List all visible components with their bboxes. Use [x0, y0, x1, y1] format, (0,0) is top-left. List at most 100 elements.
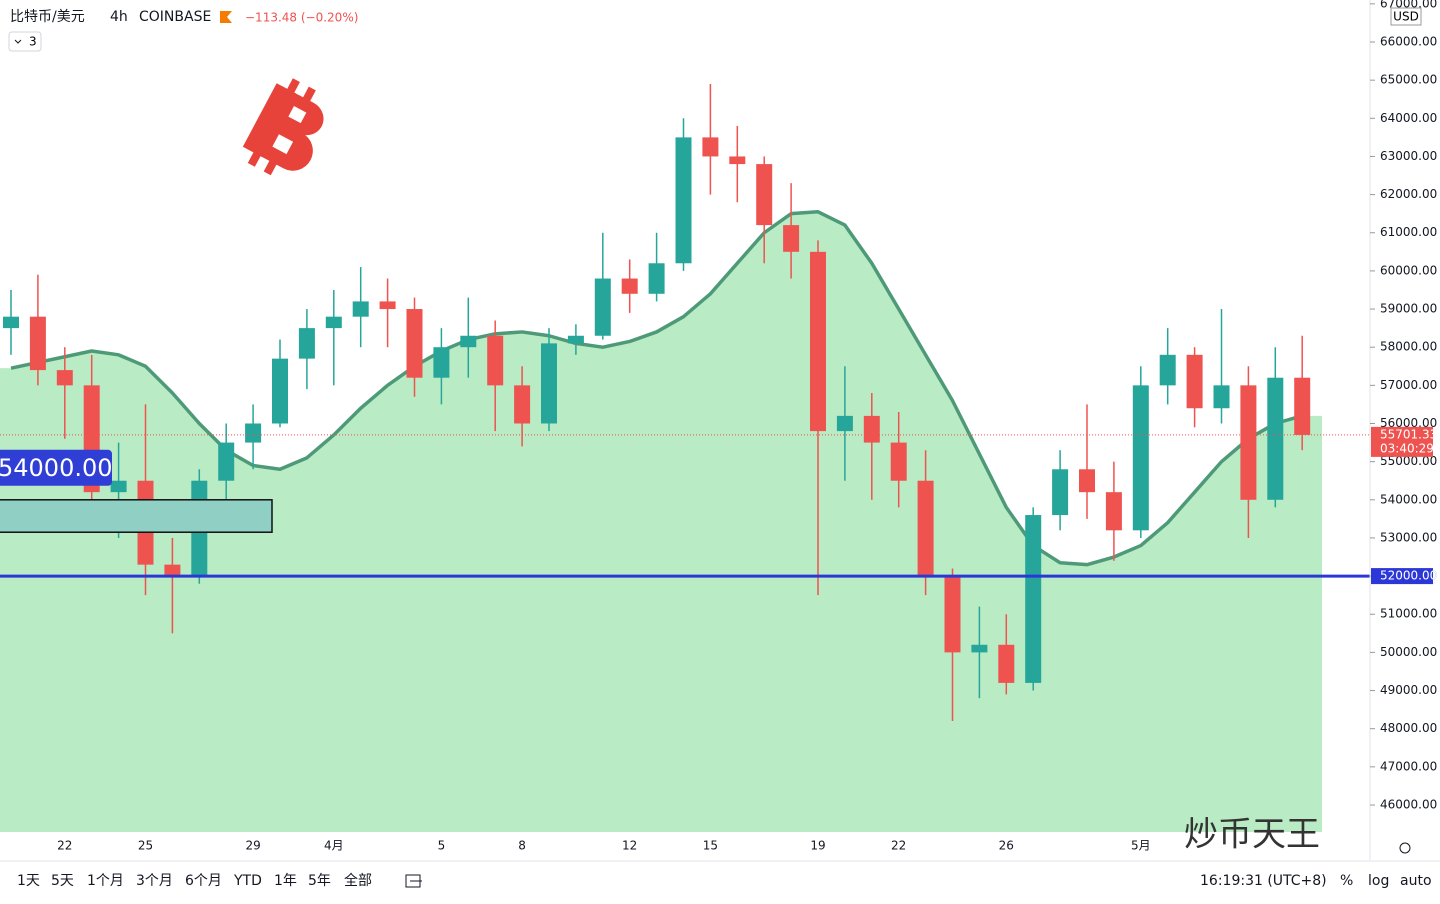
flag-icon: [220, 11, 232, 23]
exchange: COINBASE: [139, 9, 211, 25]
candle-body: [1294, 377, 1311, 435]
level-badge: [0, 449, 112, 486]
candle-body: [783, 225, 800, 252]
candle-body: [164, 564, 181, 577]
candle-body: [406, 309, 423, 378]
y-tick-label: 47000.00: [1380, 759, 1437, 773]
range-button[interactable]: 1天: [17, 873, 40, 889]
y-tick-label: 54000.00: [1380, 492, 1437, 506]
candle-body: [460, 335, 477, 348]
range-button[interactable]: 6个月: [185, 873, 222, 889]
y-tick-label: 51000.00: [1380, 607, 1437, 621]
x-tick-label: 22: [891, 839, 906, 853]
candle-body: [3, 316, 19, 329]
interval[interactable]: 4h: [110, 9, 128, 25]
candle-body: [1159, 354, 1176, 386]
x-tick-label: 5: [438, 839, 446, 853]
y-tick-label: 64000.00: [1380, 111, 1437, 125]
y-tick-label: 56000.00: [1380, 416, 1437, 430]
candle-body: [1052, 469, 1069, 516]
auto-toggle[interactable]: auto: [1400, 873, 1432, 889]
hline-badge: [1371, 568, 1433, 585]
y-tick-label: 63000.00: [1380, 149, 1437, 163]
y-tick-label: 58000.00: [1380, 340, 1437, 354]
candle-body: [272, 358, 288, 424]
y-tick-label: 49000.00: [1380, 683, 1437, 697]
hline-label: 52000.00: [1380, 569, 1437, 583]
indicator-toggle[interactable]: [8, 31, 42, 52]
candle-body: [810, 251, 826, 432]
candle-body: [1025, 515, 1042, 683]
candle-body: [944, 576, 961, 653]
candle-body: [729, 156, 746, 165]
candle-body: [1105, 492, 1122, 531]
x-tick-label: 19: [810, 839, 825, 853]
candle-body: [648, 263, 665, 294]
candle-body: [594, 278, 611, 336]
settings-icon[interactable]: [1399, 842, 1411, 854]
candle-body: [379, 301, 396, 310]
candle-body: [514, 385, 531, 424]
candle-body: [1213, 385, 1230, 409]
candle-body: [621, 278, 638, 294]
candle-body: [245, 423, 262, 443]
indicator-count: 3: [29, 35, 37, 49]
y-tick-label: 60000.00: [1380, 263, 1437, 277]
plot-area: 54000.00: [0, 83, 1370, 832]
x-tick-label: 8: [518, 839, 526, 853]
price-change: −113.48 (−0.20%): [245, 11, 358, 25]
y-tick-label: 55000.00: [1380, 454, 1437, 468]
candle-body: [541, 343, 557, 424]
x-tick-label: 15: [703, 839, 718, 853]
last-price-label: 55701.33: [1380, 427, 1437, 441]
y-tick-label: 50000.00: [1380, 645, 1437, 659]
range-button[interactable]: YTD: [233, 873, 262, 889]
candle-body: [890, 442, 907, 481]
x-tick-label: 5月: [1131, 839, 1151, 853]
candle-body: [971, 644, 988, 653]
y-tick-label: 67000.00: [1380, 0, 1437, 10]
candle-body: [352, 301, 369, 317]
candle-body: [218, 442, 235, 481]
y-tick-label: 59000.00: [1380, 302, 1437, 316]
log-toggle[interactable]: log: [1368, 873, 1389, 889]
candle-body: [1132, 385, 1149, 531]
x-tick-label: 29: [245, 839, 260, 853]
candle-body: [433, 347, 450, 378]
candle-body: [998, 644, 1015, 683]
y-tick-label: 62000.00: [1380, 187, 1437, 201]
countdown: 03:40:29: [1380, 441, 1434, 455]
candle-body: [567, 335, 584, 344]
clock: 16:19:31 (UTC+8): [1200, 873, 1327, 889]
x-tick-label: 4月: [324, 839, 344, 853]
candle-body: [917, 480, 934, 577]
x-tick-label: 22: [57, 839, 72, 853]
x-tick-label: 26: [999, 839, 1014, 853]
y-tick-label: 66000.00: [1380, 35, 1437, 49]
candle-body: [1267, 377, 1284, 500]
candle-body: [56, 370, 73, 386]
candle-body: [1079, 469, 1095, 493]
currency: USD: [1393, 10, 1419, 24]
y-tick-label: 53000.00: [1380, 530, 1437, 544]
compare-icon[interactable]: [405, 874, 422, 888]
chevron: [14, 39, 22, 44]
range-button[interactable]: 全部: [344, 872, 372, 889]
range-button[interactable]: 5年: [308, 873, 331, 889]
watermark: 炒币天王: [1184, 815, 1320, 855]
y-tick-label: 46000.00: [1380, 797, 1437, 811]
y-tick-label: 48000.00: [1380, 721, 1437, 735]
range-button[interactable]: 5天: [51, 873, 74, 889]
range-button[interactable]: 1年: [274, 873, 297, 889]
level-label: 54000.00: [0, 454, 113, 482]
percent-toggle[interactable]: %: [1340, 873, 1353, 889]
range-button[interactable]: 3个月: [136, 873, 173, 889]
candle-body: [836, 415, 853, 432]
candle-body: [756, 164, 773, 226]
candle-body: [1240, 385, 1257, 500]
candle-body: [29, 316, 46, 371]
candle-body: [863, 415, 880, 443]
range-button[interactable]: 1个月: [87, 873, 124, 889]
symbol[interactable]: 比特币/美元: [10, 9, 85, 25]
